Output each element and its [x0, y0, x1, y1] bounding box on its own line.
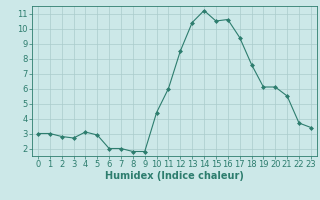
X-axis label: Humidex (Indice chaleur): Humidex (Indice chaleur) [105, 171, 244, 181]
